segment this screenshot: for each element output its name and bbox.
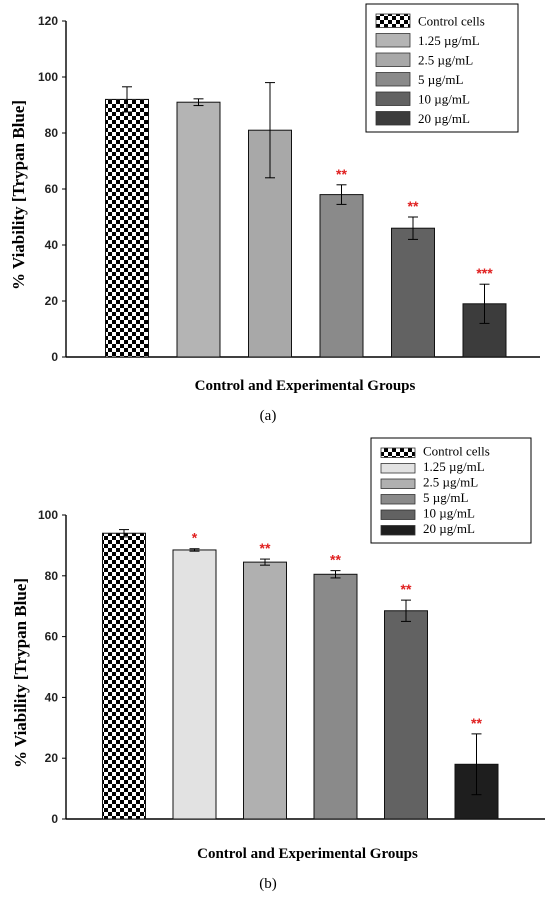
legend-label: 1.25 µg/mL (418, 33, 480, 48)
legend-swatch (375, 13, 411, 28)
significance-marker: ** (336, 166, 347, 182)
legend-label: 5 µg/mL (418, 72, 463, 87)
y-tick-label: 60 (45, 630, 59, 644)
legend-swatch (375, 72, 411, 87)
y-tick-label: 60 (45, 182, 59, 196)
bar (102, 532, 146, 820)
y-tick-label: 0 (51, 812, 58, 826)
significance-marker: *** (476, 265, 493, 281)
legend-swatch (375, 33, 411, 48)
legend-swatch (380, 478, 416, 489)
legend-label: 2.5 µg/mL (418, 53, 473, 68)
legend-label: 1.25 µg/mL (423, 459, 485, 474)
x-axis-label: Control and Experimental Groups (197, 846, 418, 862)
chart-panel-b: 0 20 40 60 80 100 % Viability [Trypan Blue] Con… (11, 437, 545, 892)
legend: Control cells 1.25 µg/mL 2.5 µg/mL 5 µg/mL 1… (365, 3, 519, 133)
legend-box (365, 3, 519, 133)
legend-swatch (380, 525, 416, 536)
y-tick-label: 20 (45, 294, 59, 308)
panel-label: (a) (260, 408, 277, 424)
significance-marker: ** (408, 198, 419, 214)
legend-label: 20 µg/mL (418, 111, 470, 126)
bar (391, 227, 435, 358)
bar (384, 610, 428, 820)
significance-marker: ** (471, 715, 482, 731)
y-axis-label: % Viability [Trypan Blue] (9, 100, 28, 290)
y-tick-label: 80 (45, 126, 59, 140)
y-tick-label: 120 (38, 14, 58, 28)
y-tick-label: 40 (45, 238, 59, 252)
y-tick-label: 20 (45, 751, 59, 765)
legend-swatch (380, 447, 416, 458)
bar (176, 101, 221, 358)
legend-label: 5 µg/mL (423, 490, 468, 505)
legend-swatch (380, 509, 416, 520)
panel-label: (b) (259, 876, 277, 892)
legend-swatch (375, 91, 411, 106)
y-axis-label: % Viability [Trypan Blue] (11, 578, 30, 768)
y-tick-label: 100 (38, 70, 58, 84)
legend-label: 10 µg/mL (418, 92, 470, 107)
chart-panel-a: 0 20 40 60 80 100 120 % Viability [Trypan Blue]… (9, 3, 540, 424)
legend-label: 20 µg/mL (423, 521, 475, 536)
legend-swatch (380, 494, 416, 505)
legend-swatch (380, 463, 416, 474)
y-tick-label: 0 (51, 350, 58, 364)
x-axis-label: Control and Experimental Groups (195, 378, 416, 394)
significance-marker: * (192, 530, 198, 546)
legend-label: 10 µg/mL (423, 506, 475, 521)
legend-swatch (375, 111, 411, 126)
y-tick-label: 40 (45, 690, 59, 704)
y-tick-label: 100 (38, 508, 58, 522)
significance-marker: ** (401, 581, 412, 597)
significance-marker: ** (260, 540, 271, 556)
bar (313, 573, 358, 820)
legend-label: Control cells (418, 14, 485, 29)
bar (172, 549, 217, 820)
significance-marker: ** (330, 552, 341, 568)
legend-swatch (375, 52, 411, 67)
legend-label: Control cells (423, 444, 490, 459)
bar (105, 98, 149, 358)
bar (319, 194, 364, 358)
y-tick-label: 80 (45, 569, 59, 583)
bar (243, 561, 287, 820)
legend-label: 2.5 µg/mL (423, 475, 478, 490)
